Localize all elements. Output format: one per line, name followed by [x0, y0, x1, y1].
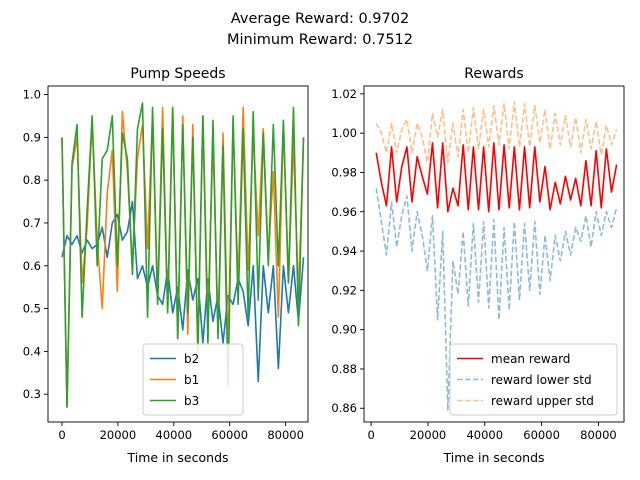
rewards-x-tick-label: 20000: [410, 428, 447, 442]
rewards-axes-frame: [363, 85, 625, 423]
rewards-y-tick-label: 0.96: [331, 205, 357, 219]
pump-speeds-x-tick-label: 80000: [267, 428, 304, 442]
pump-speeds-title: Pump Speeds: [130, 66, 225, 82]
pump-speeds-y-tick-label: 0.4: [23, 344, 41, 358]
rewards-y-tick-label: 0.98: [331, 165, 357, 179]
pump-speeds-y-tick-label: 0.3: [23, 387, 41, 401]
series-line-b3: [61, 102, 305, 408]
rewards-x-tick-label: 80000: [580, 428, 617, 442]
suptitle-minimum-reward: Minimum Reward: 0.7512: [227, 32, 413, 48]
pump-speeds-y-tick-label: 0.7: [23, 216, 41, 230]
suptitle-average-reward: Average Reward: 0.9702: [231, 11, 409, 27]
legend-label-reward-upper-std: reward upper std: [491, 394, 594, 408]
pump-speeds-x-axis-label: Time in seconds: [126, 450, 228, 465]
pump-speeds-y-tick-label: 0.5: [23, 302, 41, 316]
pump-speeds-x-tick-label: 60000: [211, 428, 248, 442]
rewards-y-tick-label: 0.92: [331, 283, 357, 297]
legend-label-b1: b1: [184, 373, 199, 387]
pump-speeds-y-tick-label: 0.9: [23, 130, 41, 144]
series-line-reward-upper-std: [375, 100, 618, 164]
pump-speeds-x-tick-label: 40000: [156, 428, 193, 442]
pump-speeds-axes-frame: [47, 85, 309, 423]
series-line-b1: [61, 106, 305, 408]
pump-speeds-y-tick-label: 0.8: [23, 173, 41, 187]
pump-speeds-panel: Pump Speeds 0 20000 40000 60000 80000 0.3 0.4 0.…: [23, 66, 309, 465]
series-line-reward-lower-std: [375, 188, 618, 412]
pump-speeds-x-tick-label: 0: [58, 428, 65, 442]
rewards-title: Rewards: [464, 66, 523, 82]
rewards-x-tick-label: 40000: [466, 428, 503, 442]
rewards-y-tick-label: 0.94: [331, 244, 357, 258]
pump-speeds-x-tick-label: 20000: [100, 428, 137, 442]
rewards-panel: Rewards 0 20000 40000 60000 80000 0.86 0.88 0.90…: [331, 66, 625, 465]
pump-speeds-y-tick-label: 0.6: [23, 259, 41, 273]
rewards-y-tick-label: 0.90: [331, 323, 357, 337]
legend-label-mean-reward: mean reward: [491, 352, 570, 366]
series-line-mean-reward: [375, 142, 618, 213]
rewards-y-tick-label: 0.88: [331, 362, 357, 376]
rewards-x-tick-label: 0: [367, 428, 374, 442]
rewards-y-tick-label: 1.02: [331, 87, 357, 101]
rewards-x-axis-label: Time in seconds: [442, 450, 544, 465]
rewards-x-tick-label: 60000: [523, 428, 560, 442]
legend-label-b2: b2: [184, 352, 199, 366]
rewards-legend-box: [449, 343, 618, 416]
pump-speeds-legend-box: [142, 343, 244, 416]
legend-label-reward-lower-std: reward lower std: [491, 373, 592, 387]
rewards-y-tick-label: 0.86: [331, 401, 357, 415]
rewards-y-tick-label: 1.00: [331, 126, 357, 140]
legend-label-b3: b3: [184, 394, 199, 408]
series-line-b2: [61, 200, 305, 383]
pump-speeds-y-tick-label: 1.0: [23, 88, 41, 102]
